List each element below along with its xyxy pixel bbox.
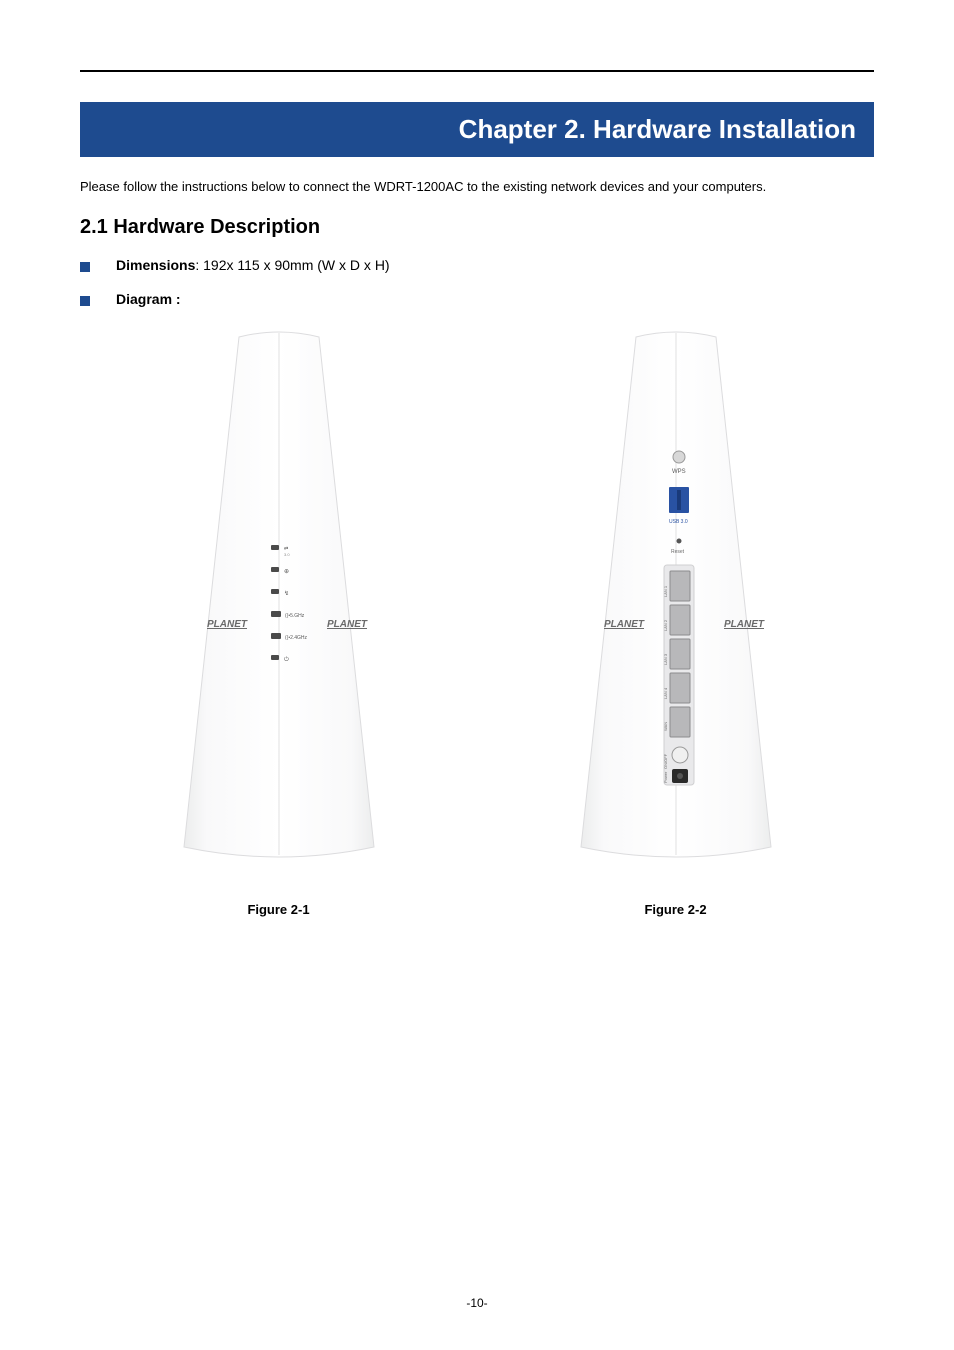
svg-text:⊕: ⊕ [284,569,289,575]
svg-text:LAN 2: LAN 2 [663,619,668,631]
svg-text:LAN 4: LAN 4 [663,687,668,699]
power-switch [672,747,688,763]
device-front-svg: PLANET PLANET ⇄ 3.0 ⊕ ↯ ((•5.GHz ((•2.4G… [169,327,389,867]
figure-2-2-caption: Figure 2-2 [566,902,786,917]
bullet-square-icon [80,296,90,306]
section-heading: 2.1 Hardware Description [80,216,874,239]
diagram-label: Diagram : [116,291,181,307]
chapter-title-banner: Chapter 2. Hardware Installation [80,102,874,157]
intro-paragraph: Please follow the instructions below to … [80,179,874,194]
usb-label: USB 3.0 [669,519,688,525]
figure-2-2: PLANET PLANET WPS USB 3.0 Reset LAN 1 [566,327,786,917]
power-label: Power [663,771,668,783]
figure-2-1: PLANET PLANET ⇄ 3.0 ⊕ ↯ ((•5.GHz ((•2.4G… [169,327,389,917]
bullet-dimensions: Dimensions: 192x 115 x 90mm (W x D x H) [80,257,874,273]
bullet-square-icon [80,262,90,272]
brand-right-back: PLANET [724,619,765,630]
diagram-row: PLANET PLANET ⇄ 3.0 ⊕ ↯ ((•5.GHz ((•2.4G… [80,327,874,917]
svg-text:⏻: ⏻ [284,656,289,663]
svg-text:WAN: WAN [663,722,668,731]
brand-right: PLANET [327,619,368,630]
svg-text:((•5.GHz: ((•5.GHz [285,613,305,619]
svg-text:LAN 1: LAN 1 [663,585,668,597]
chapter-title: Chapter 2. Hardware Installation [459,114,856,144]
brand-left: PLANET [207,619,248,630]
page-number: -10- [0,1296,954,1310]
dimensions-value: : 192x 115 x 90mm (W x D x H) [195,257,389,273]
reset-label: Reset [671,549,685,555]
svg-text:LAN 3: LAN 3 [663,653,668,665]
bullet-diagram-text: Diagram : [116,291,181,307]
brand-left-back: PLANET [604,619,645,630]
wps-button [673,451,685,463]
svg-text:↯: ↯ [284,590,289,597]
onoff-label: ON/OFF [663,753,668,769]
dimensions-label: Dimensions [116,257,195,273]
header-rule [80,70,874,72]
svg-text:((•2.4GHz: ((•2.4GHz [285,635,308,641]
figure-2-1-caption: Figure 2-1 [169,902,389,917]
bullet-diagram: Diagram : [80,291,874,307]
device-back-svg: PLANET PLANET WPS USB 3.0 Reset LAN 1 [566,327,786,867]
svg-text:3.0: 3.0 [284,552,290,557]
wps-label: WPS [672,469,686,475]
bullet-dimensions-text: Dimensions: 192x 115 x 90mm (W x D x H) [116,257,390,273]
reset-hole [676,539,681,544]
